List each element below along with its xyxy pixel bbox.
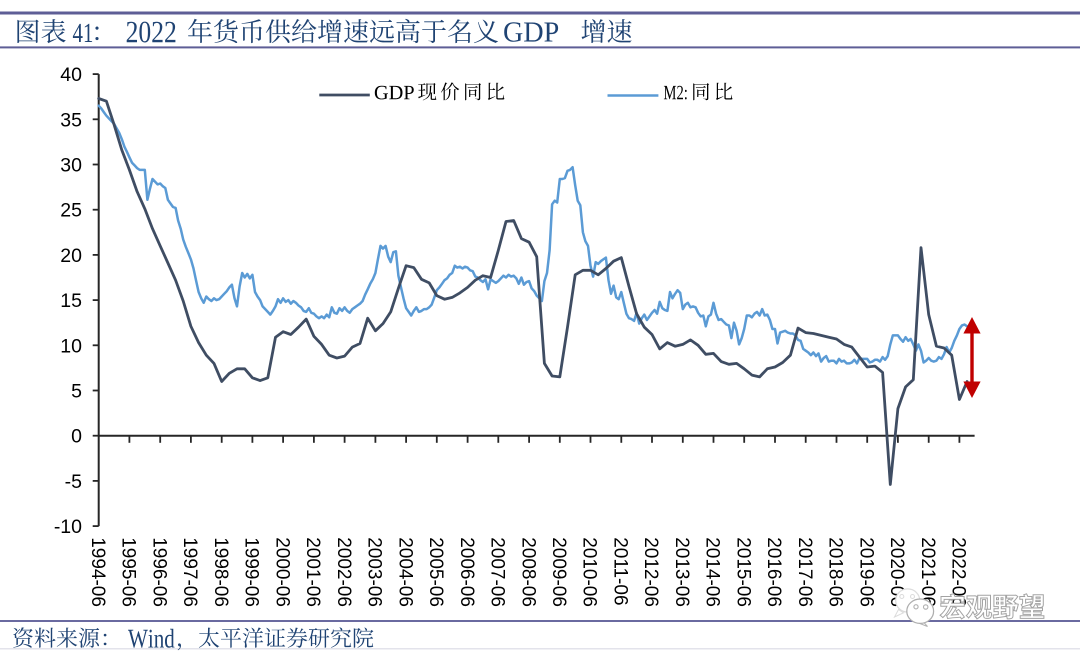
svg-text:2016-06: 2016-06 xyxy=(763,537,784,607)
svg-text:2008-06: 2008-06 xyxy=(517,537,538,607)
svg-text:0: 0 xyxy=(71,426,82,448)
svg-text:2017-06: 2017-06 xyxy=(794,537,815,607)
svg-text:1997-06: 1997-06 xyxy=(179,537,200,607)
svg-text:15: 15 xyxy=(60,290,82,312)
svg-text:2006-06: 2006-06 xyxy=(456,537,477,607)
svg-text:25: 25 xyxy=(60,200,82,222)
svg-text:-5: -5 xyxy=(65,471,82,493)
svg-text:2020-06: 2020-06 xyxy=(886,537,907,607)
svg-text:2002-06: 2002-06 xyxy=(333,537,354,607)
svg-text:40: 40 xyxy=(60,64,82,86)
svg-text:2018-06: 2018-06 xyxy=(825,537,846,607)
svg-text:2022-06: 2022-06 xyxy=(948,537,969,607)
svg-text:10: 10 xyxy=(60,335,82,357)
svg-text:2010-06: 2010-06 xyxy=(579,537,600,607)
svg-text:2011-06: 2011-06 xyxy=(610,537,631,605)
svg-text:5: 5 xyxy=(71,381,82,403)
svg-text:2015-06: 2015-06 xyxy=(732,537,753,607)
svg-text:2004-06: 2004-06 xyxy=(394,537,415,607)
svg-text:2009-06: 2009-06 xyxy=(548,537,569,607)
svg-text:2013-06: 2013-06 xyxy=(671,537,692,607)
svg-text:1995-06: 1995-06 xyxy=(118,537,139,607)
svg-text:2000-06: 2000-06 xyxy=(271,537,292,607)
svg-text:2021-06: 2021-06 xyxy=(917,537,938,607)
svg-text:1996-06: 1996-06 xyxy=(148,537,169,607)
svg-text:1998-06: 1998-06 xyxy=(210,537,231,607)
svg-text:35: 35 xyxy=(60,109,82,131)
svg-text:-10: -10 xyxy=(54,516,82,538)
svg-text:1999-06: 1999-06 xyxy=(241,537,262,607)
svg-text:2012-06: 2012-06 xyxy=(640,537,661,607)
svg-text:2005-06: 2005-06 xyxy=(425,537,446,607)
svg-text:1994-06: 1994-06 xyxy=(87,537,108,607)
svg-text:2014-06: 2014-06 xyxy=(702,537,723,607)
svg-text:2001-06: 2001-06 xyxy=(302,537,323,607)
svg-text:2007-06: 2007-06 xyxy=(487,537,508,607)
svg-text:2019-06: 2019-06 xyxy=(855,537,876,607)
svg-text:20: 20 xyxy=(60,245,82,267)
svg-text:2003-06: 2003-06 xyxy=(364,537,385,607)
svg-text:30: 30 xyxy=(60,155,82,177)
